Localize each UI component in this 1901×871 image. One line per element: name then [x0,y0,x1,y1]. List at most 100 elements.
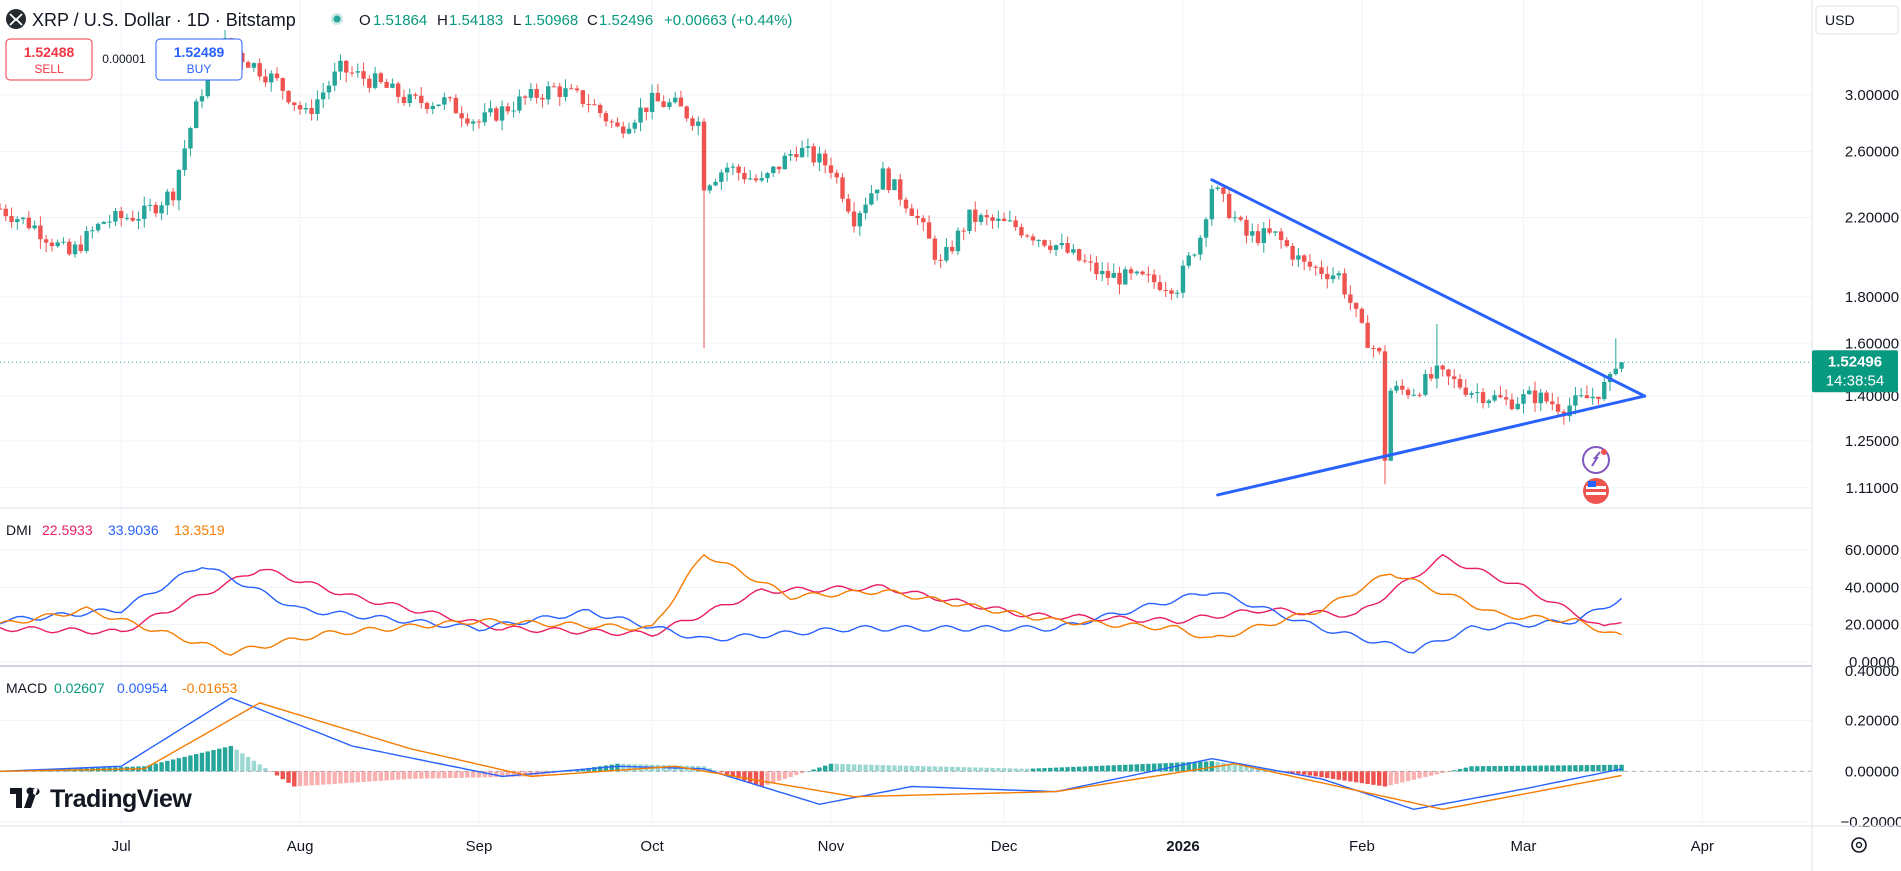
candle-body [20,217,26,220]
candle-body [978,215,984,222]
candle-up [1198,235,1203,261]
candle-body [1128,269,1134,274]
candle-body [632,122,637,129]
dmi-legend[interactable]: DMI 22.5933 33.9036 13.3519 [6,522,225,538]
symbol-legend[interactable]: XRP / U.S. Dollar · 1D · Bitstamp O 1.51… [6,9,792,30]
candle-body [1175,292,1180,294]
candle-up [782,152,788,170]
dmi-minus-di-value: 13.3519 [174,522,225,538]
candle-body [1365,322,1370,348]
candle-body [1388,390,1393,461]
candle-body [834,172,839,178]
candle-body [880,168,886,190]
candle-body [586,103,591,105]
macd-hist-bar-positive [597,766,603,772]
candle-body [1411,394,1417,396]
candle-body [424,103,430,110]
price-axis-tick: 2.20000 [1845,209,1899,226]
sell-button[interactable]: 1.52488 SELL [5,38,93,81]
candle-down [1169,288,1174,300]
candle-body [1244,219,1249,236]
ohlc-open-label: O [359,12,371,29]
candle-down [130,210,135,222]
candle-body [401,96,407,103]
buy-button[interactable]: 1.52489 BUY [155,38,243,81]
candle-up [546,81,551,105]
candle-up [1261,222,1266,253]
price-candles [0,29,1812,485]
axes: 3.00000 2.60000 2.20000 1.80000 1.60000 1.400… [112,87,1901,855]
candle-up [1296,247,1301,267]
ai-insight-icon[interactable] [1582,446,1610,474]
candle-down [823,149,828,174]
candle-body [1480,392,1486,404]
candle-down [1313,264,1318,276]
macd-hist-bar-positive [1596,764,1601,772]
candle-body [707,185,712,191]
candle-up [1573,386,1578,415]
macd-hist-bar-negative [1359,771,1365,784]
candle-up [407,88,412,107]
candle-body [1619,362,1624,369]
macd-legend[interactable]: MACD 0.02607 0.00954 -0.01653 [6,680,237,696]
macd-hist-bar-positive [909,765,914,772]
candle-down [926,215,932,239]
macd-hist-bar-positive [828,763,834,772]
candle-down [38,216,43,249]
macd-hist-bar-positive [1065,767,1070,772]
candle-up [955,227,961,256]
candle-body [349,72,355,74]
candle-body [580,90,586,104]
candle-body [1146,274,1151,276]
candle-down [984,209,989,226]
macd-hist-bar-positive [1036,768,1041,772]
candle-body [511,110,516,112]
candle-body [488,108,493,113]
macd-hist-bar-positive [817,767,822,772]
candle-body [805,146,811,148]
macd-hist-bar-positive [1584,765,1590,772]
candle-down [898,173,903,206]
candle-down [1509,393,1515,411]
time-axis-tick: Mar [1511,838,1537,855]
candle-down [534,83,539,104]
candle-down [309,99,314,121]
candle-down [1140,270,1145,276]
candle-body [817,153,822,163]
candle-body [1330,275,1336,280]
candle-body [892,179,897,191]
candle-body [1100,270,1105,275]
candle-body [771,166,776,174]
macd-hist-bar-positive [869,764,874,772]
candle-body [874,189,880,194]
candle-up [20,216,26,225]
candle-up [632,119,637,134]
symbol-title[interactable]: XRP / U.S. Dollar · 1D · Bitstamp [32,10,296,30]
candle-body [1261,228,1266,244]
candle-down [384,78,389,89]
macd-hist-bar-positive [915,765,920,772]
candle-body [1573,395,1578,406]
tradingview-logo[interactable]: TradingView [10,785,193,813]
currency-select[interactable]: USD [1815,5,1899,35]
chart-settings-gear-icon[interactable] [1851,837,1867,853]
candle-body [499,106,505,121]
macd-hist-bar-positive [880,765,886,772]
candle-down [1065,236,1070,255]
trendlines[interactable] [1210,178,1647,497]
macd-hist-bar-positive [563,771,568,773]
macd-hist-bar-negative [309,771,314,786]
us-economic-event-icon[interactable] [1583,478,1609,504]
candle-up [799,140,805,158]
macd-hist-bar-positive [1498,765,1503,772]
price-axis-tick: 3.00000 [1845,87,1899,104]
candle-body [690,118,695,126]
candle-body [1111,272,1116,278]
candle-body [776,166,782,170]
candle-body [170,191,176,201]
candle-body [470,121,476,124]
macd-hist-bar-positive [1094,765,1099,772]
candle-up [696,116,701,136]
candle-down [1550,392,1555,411]
